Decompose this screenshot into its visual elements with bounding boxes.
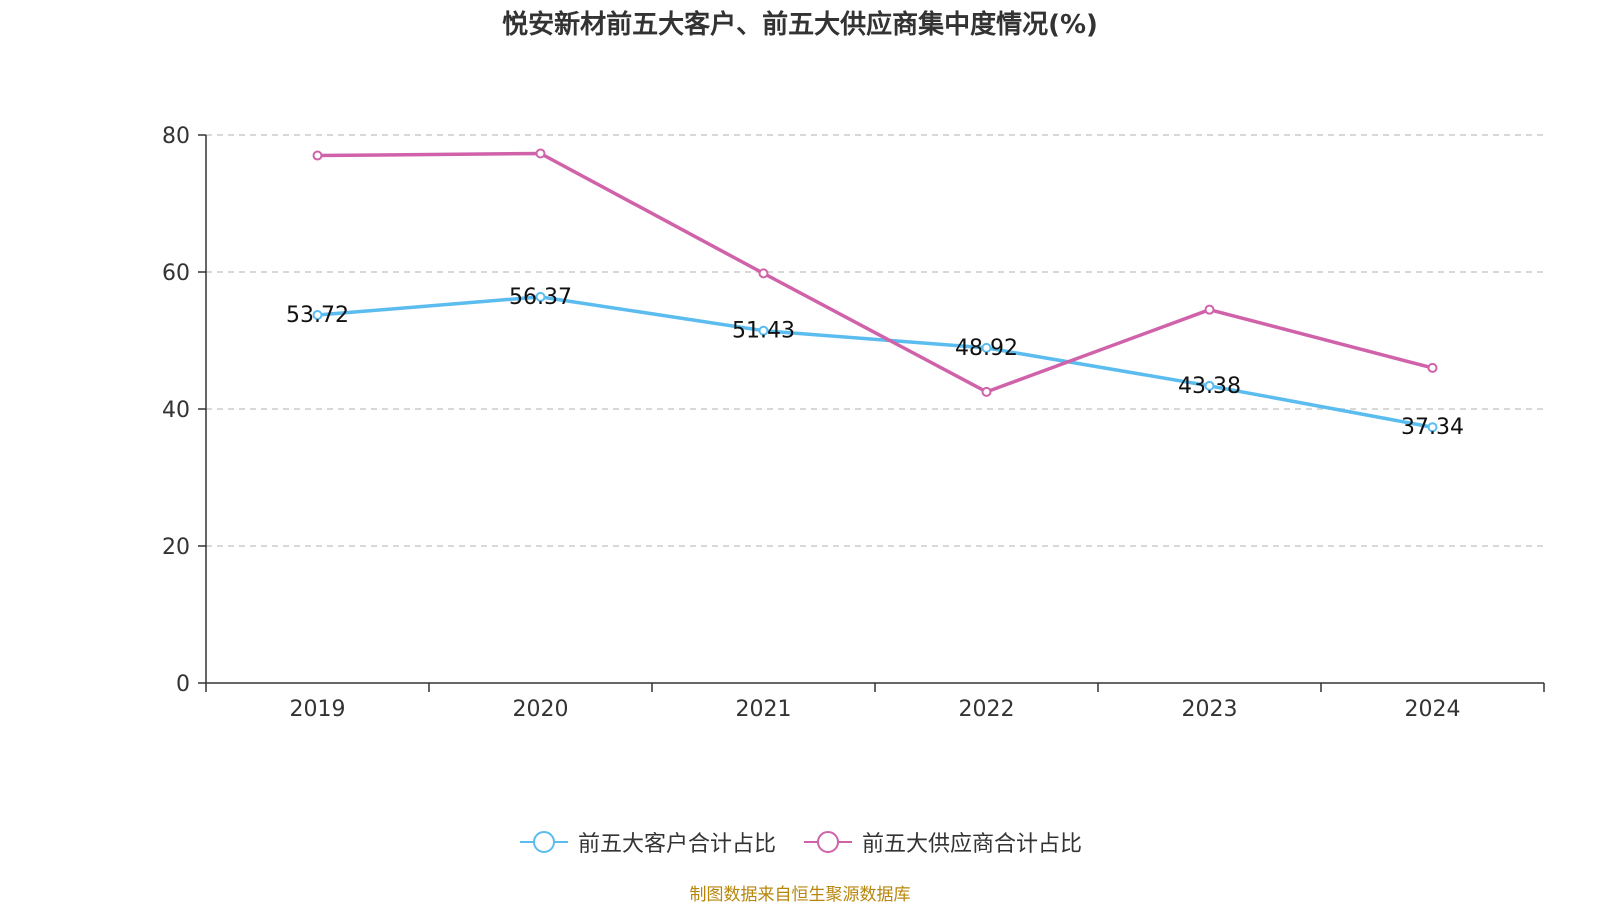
legend-label-suppliers: 前五大供应商合计占比 [862,832,1083,857]
x-tick-label: 2020 [513,697,569,722]
y-tick-label: 80 [162,124,190,149]
data-point [535,291,546,302]
x-tick-label: 2023 [1182,697,1238,722]
data-point [312,150,323,161]
series-line-0 [317,295,1433,429]
data-point [535,148,546,159]
legend: 前五大客户合计占比 前五大供应商合计占比 [0,826,1600,858]
data-point [981,342,992,353]
data-label: 56.37 [509,285,572,310]
legend-item-suppliers[interactable]: 前五大供应商合计占比 [802,826,1082,858]
y-tick-label: 0 [176,672,190,697]
data-point [1204,380,1215,391]
y-tick-label: 20 [162,535,190,560]
data-label: 51.43 [732,319,795,344]
y-tick-label: 40 [162,398,190,423]
data-label: 53.72 [286,303,349,328]
x-tick-label: 2021 [736,697,792,722]
data-labels: 53.72 56.37 51.43 48.92 43.38 37.34 [286,285,1464,440]
y-tick-label: 60 [162,261,190,286]
legend-item-customers[interactable]: 前五大客户合计占比 [518,826,776,858]
legend-marker-suppliers [804,831,852,853]
data-point [758,325,769,336]
legend-label-customers: 前五大客户合计占比 [577,832,776,857]
legend-marker-customers [519,831,568,853]
grid-lines [206,134,1544,547]
data-label: 37.34 [1401,415,1464,440]
series-line-1 [317,151,1433,394]
data-label: 48.92 [955,336,1018,361]
data-point [1204,304,1215,315]
data-point [981,386,992,397]
data-point [758,268,769,279]
chart-title: 悦安新材前五大客户、前五大供应商集中度情况(%) [502,10,1098,40]
x-tick-label: 2024 [1405,697,1461,722]
x-tick-label: 2019 [290,697,346,722]
data-point [1427,362,1438,373]
axes: 0 20 40 60 80 2019 2020 2021 2022 2023 2024 [162,124,1545,722]
data-label: 43.38 [1178,374,1241,399]
data-source: 制图数据来自恒生聚源数据库 [689,885,911,905]
series-lines [312,148,1438,433]
data-point [1427,422,1438,433]
data-point [312,310,323,321]
x-tick-label: 2022 [959,697,1015,722]
